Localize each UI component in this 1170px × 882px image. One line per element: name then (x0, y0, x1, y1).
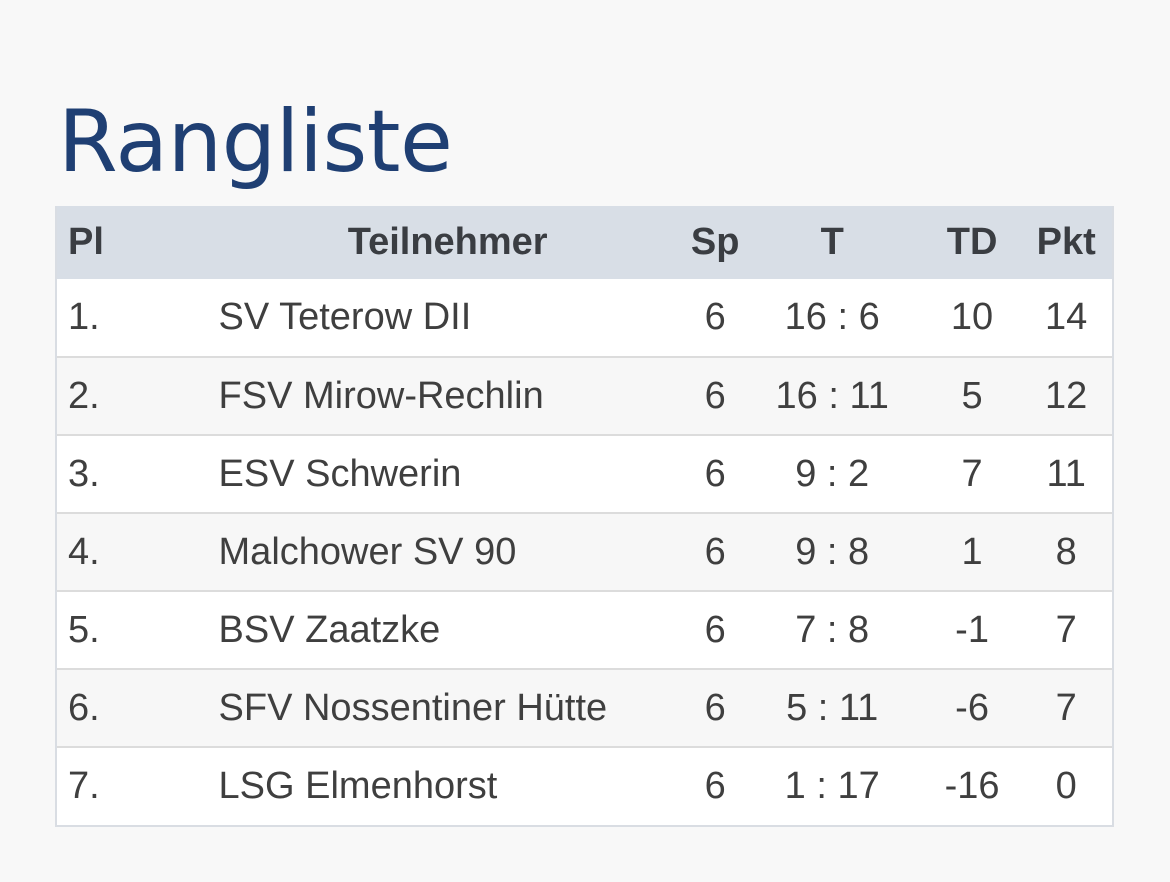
cell-goals: 1 : 17 (784, 765, 880, 807)
table-row: 1. SV Teterow DII 6 16 : 6 10 14 (57, 279, 1112, 357)
table-row: 2. FSV Mirow-Rechlin 6 16 : 11 5 12 (57, 357, 1112, 435)
cell-goal-difference: -6 (955, 686, 989, 729)
standings-table: Pl Teilnehmer Sp T TD Pkt 1. SV Teterow … (57, 206, 1112, 825)
cell-goal-difference: -1 (955, 608, 989, 651)
cell-games: 6 (704, 530, 726, 573)
cell-place: 5. (68, 608, 100, 651)
table-row: 3. ESV Schwerin 6 9 : 2 7 11 (57, 435, 1112, 513)
cell-team: Malchower SV 90 (218, 530, 517, 573)
table-row: 5. BSV Zaatzke 6 7 : 8 -1 7 (57, 591, 1112, 669)
cell-games: 6 (704, 765, 726, 807)
cell-points: 8 (1055, 530, 1077, 573)
cell-games: 6 (704, 608, 726, 651)
cell-goals: 9 : 8 (795, 530, 870, 573)
cell-goal-difference: 7 (961, 452, 983, 495)
cell-games: 6 (704, 296, 726, 338)
cell-points: 14 (1045, 296, 1088, 338)
header-row: Pl Teilnehmer Sp T TD Pkt (57, 206, 1112, 279)
cell-goals: 16 : 11 (775, 374, 889, 417)
cell-games: 6 (704, 374, 726, 417)
cell-goals: 16 : 6 (784, 296, 880, 338)
cell-goal-difference: 1 (961, 530, 983, 573)
cell-place: 4. (68, 530, 100, 573)
header-points: Pkt (1036, 221, 1096, 263)
cell-points: 12 (1045, 374, 1088, 417)
table-row: 7. LSG Elmenhorst 6 1 : 17 -16 0 (57, 747, 1112, 825)
cell-place: 2. (68, 374, 100, 417)
header-place: Pl (68, 221, 104, 263)
cell-points: 7 (1055, 608, 1077, 651)
cell-place: 7. (68, 765, 100, 807)
page-title: Rangliste (58, 92, 453, 192)
cell-games: 6 (704, 452, 726, 495)
table-header: Pl Teilnehmer Sp T TD Pkt (57, 206, 1112, 279)
cell-goals: 5 : 11 (786, 686, 879, 729)
cell-place: 6. (68, 686, 100, 729)
table-row: 6. SFV Nossentiner Hütte 6 5 : 11 -6 7 (57, 669, 1112, 747)
header-team: Teilnehmer (347, 221, 548, 263)
header-goal-difference: TD (946, 221, 998, 263)
cell-points: 11 (1046, 452, 1086, 495)
cell-goal-difference: 5 (961, 374, 983, 417)
cell-points: 0 (1055, 765, 1077, 807)
standings-table-container: Pl Teilnehmer Sp T TD Pkt 1. SV Teterow … (55, 206, 1114, 827)
cell-points: 7 (1055, 686, 1077, 729)
cell-team: SFV Nossentiner Hütte (218, 686, 608, 729)
cell-place: 1. (68, 296, 100, 338)
cell-games: 6 (704, 686, 726, 729)
table-row: 4. Malchower SV 90 6 9 : 8 1 8 (57, 513, 1112, 591)
cell-team: LSG Elmenhorst (218, 765, 498, 807)
cell-team: ESV Schwerin (218, 452, 462, 495)
cell-goal-difference: 10 (950, 296, 994, 338)
cell-goals: 9 : 2 (795, 452, 870, 495)
cell-goals: 7 : 8 (795, 608, 870, 651)
cell-team: BSV Zaatzke (218, 608, 441, 651)
cell-team: FSV Mirow-Rechlin (218, 374, 544, 417)
cell-team: SV Teterow DII (218, 296, 472, 338)
cell-goal-difference: -16 (944, 765, 1000, 807)
header-goals: T (820, 221, 844, 263)
header-games: Sp (690, 221, 740, 263)
cell-place: 3. (68, 452, 100, 495)
table-body: 1. SV Teterow DII 6 16 : 6 10 14 2. FSV … (57, 279, 1112, 825)
